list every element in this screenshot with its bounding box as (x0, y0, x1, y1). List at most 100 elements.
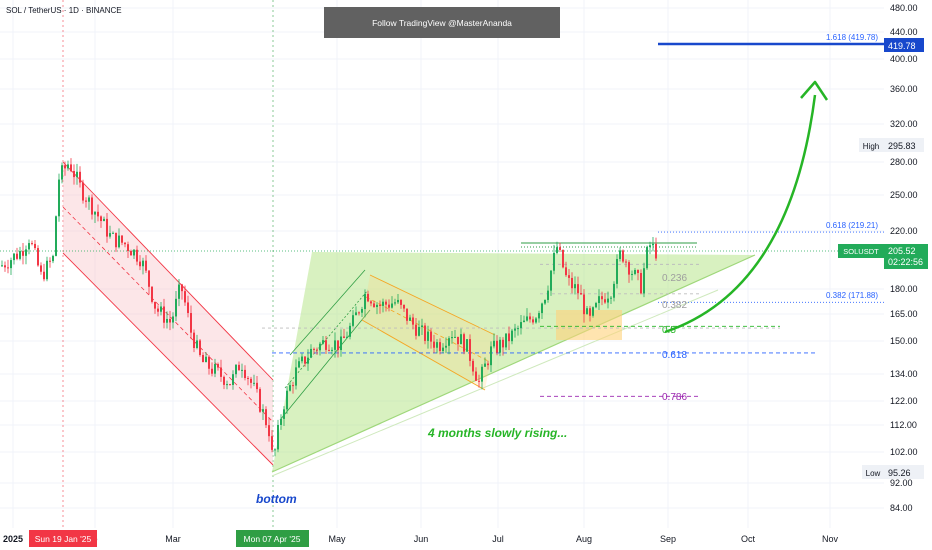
candle-body (421, 325, 423, 327)
candle-body (646, 247, 648, 269)
candle-body (451, 337, 453, 339)
candle-body (190, 313, 192, 333)
candle-body (115, 232, 117, 248)
candle-body (463, 334, 465, 352)
price-tick-label: 480.00 (890, 3, 918, 13)
correction-top (369, 274, 496, 336)
candle-body (199, 340, 201, 355)
candle-body (298, 361, 300, 368)
candle-body (490, 346, 492, 366)
fib-label-1618: 1.618 (419.78) (826, 33, 878, 42)
channel-mid (62, 206, 274, 423)
candle-body (262, 409, 264, 412)
high-value-box (884, 138, 924, 152)
candle-body (274, 449, 276, 451)
candle-body (610, 297, 612, 299)
price-tick-label: 134.00 (890, 369, 918, 379)
candle-body (28, 243, 30, 250)
candle-body (526, 316, 528, 321)
candle-body (328, 349, 330, 351)
candle-body (211, 368, 213, 374)
candle-body (439, 342, 441, 352)
candle-body (244, 369, 246, 378)
candle-body (598, 296, 600, 304)
candle-body (343, 336, 345, 338)
low-label-box (862, 465, 884, 479)
candle-body (79, 171, 81, 183)
candle-body (631, 273, 633, 275)
candle-body (358, 312, 360, 314)
candle-body (76, 171, 78, 178)
candle-body (559, 247, 561, 250)
candle-body (280, 418, 282, 425)
fib-label-0618: 0.618 (662, 350, 687, 361)
candle-body (337, 340, 339, 351)
candle-body (634, 270, 636, 274)
candle-body (268, 425, 270, 437)
candle-body (151, 286, 153, 302)
time-axis-ticks: 2025bMarMayJunJulAugSepOctNov (3, 534, 839, 544)
candle-body (139, 261, 141, 267)
candle-body (553, 252, 555, 271)
price-tick-label: 400.00 (890, 54, 918, 64)
candle-body (70, 164, 72, 172)
target-value-box (884, 38, 924, 52)
candle-body (271, 436, 273, 450)
axis-corner[interactable] (884, 528, 932, 550)
candle-body (652, 243, 654, 246)
candle-body (382, 301, 384, 306)
candle-body (481, 366, 483, 382)
candle-body (67, 164, 69, 169)
price-tick-label: 150.00 (890, 336, 918, 346)
candle-body (427, 331, 429, 341)
candle-body (376, 304, 378, 308)
candle-body (148, 270, 150, 287)
price-axis[interactable] (884, 0, 932, 550)
candle-body (568, 275, 570, 278)
candle-body (487, 363, 489, 366)
candle-body (616, 258, 618, 284)
candle-body (64, 165, 66, 169)
candle-body (457, 336, 459, 345)
candle-body (505, 333, 507, 348)
candle-body (496, 340, 498, 353)
candle-body (322, 340, 324, 344)
candle-body (508, 333, 510, 342)
candle-body (580, 293, 582, 295)
candle-body (373, 303, 375, 308)
time-axis[interactable] (0, 528, 884, 550)
candle-body (229, 384, 231, 386)
candle-body (43, 271, 45, 280)
candle-body (121, 235, 123, 243)
candle-body (163, 306, 165, 323)
candle-body (520, 322, 522, 329)
candle-body (586, 308, 588, 315)
time-tick-label: Mar (165, 534, 181, 544)
candle-body (370, 301, 372, 304)
candle-body (73, 171, 75, 178)
candle-body (352, 315, 354, 326)
price-tick-label: 320.00 (890, 119, 918, 129)
candle-body (55, 216, 57, 256)
candle-body (643, 268, 645, 294)
candle-body (340, 336, 342, 351)
time-tick-label: Nov (822, 534, 839, 544)
candle-body (40, 265, 42, 272)
candle-body (391, 303, 393, 308)
countdown: 02:22:56 (888, 257, 923, 267)
candle-body (37, 248, 39, 266)
candle-body (319, 343, 321, 351)
candle-body (466, 339, 468, 352)
candle-body (214, 364, 216, 374)
price-tick-label: 122.00 (890, 396, 918, 406)
candle-body (454, 336, 456, 338)
candle-body (178, 284, 180, 299)
candle-body (31, 243, 33, 245)
candle-body (205, 356, 207, 363)
candle-body (571, 277, 573, 289)
candle-body (19, 251, 21, 259)
time-tick-label: Oct (741, 534, 756, 544)
candle-body (637, 270, 639, 274)
wedge-lower-line-2 (271, 289, 719, 477)
